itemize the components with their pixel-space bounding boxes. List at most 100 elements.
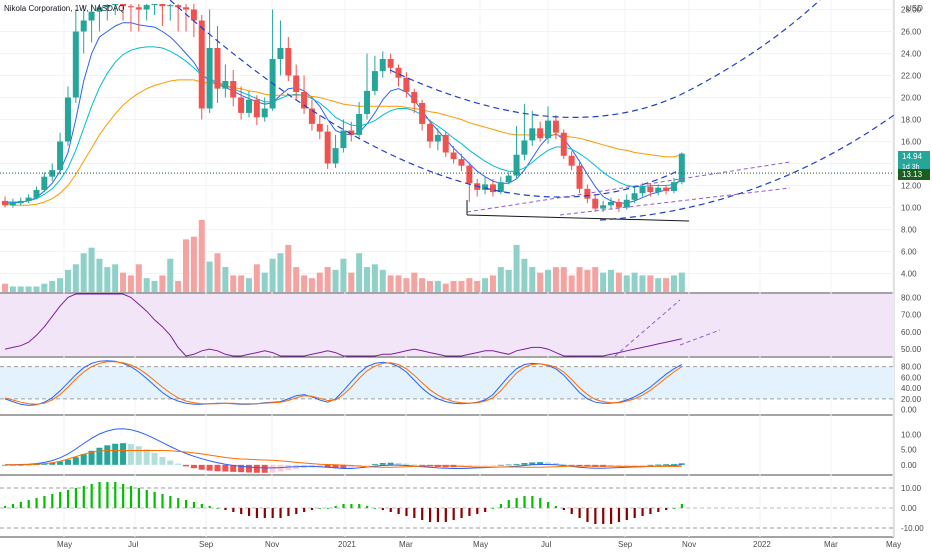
oscillator-bar (405, 508, 408, 516)
volume-bar (2, 283, 8, 292)
candle (529, 110, 536, 146)
volume-bar (655, 278, 662, 292)
oscillator-bar (208, 506, 211, 508)
oscillator-bar (334, 506, 337, 508)
candle-body (167, 5, 174, 7)
oscillator-bar (114, 482, 117, 508)
candle (222, 64, 229, 98)
candle-body (489, 184, 496, 193)
candle-body (96, 7, 103, 12)
oscillator-bar (491, 508, 495, 509)
candle (450, 145, 457, 164)
volume-bar (104, 267, 111, 292)
candle-body (245, 99, 252, 113)
volume-bar (631, 272, 638, 292)
oscillator-bar (507, 500, 510, 508)
macd-histogram-bar (72, 457, 79, 465)
candle-body (49, 170, 56, 177)
candle (206, 9, 213, 113)
oscillator-bar (617, 508, 621, 522)
macd-histogram-bar (663, 464, 670, 466)
stochastic-tick-label: 40.00 (901, 384, 922, 393)
oscillator-bar (436, 508, 440, 522)
candle-body (442, 134, 449, 153)
indicator-panels-layer (2, 293, 685, 524)
volume-bar (293, 267, 300, 292)
candle-body (285, 48, 292, 76)
oscillator-bar (649, 508, 652, 514)
volume-bar (332, 269, 339, 292)
candle (41, 172, 48, 193)
macd-histogram-bar (545, 462, 552, 465)
candle (670, 177, 677, 194)
volume-bar (127, 275, 134, 292)
currency-label: USD (906, 4, 923, 13)
volume-bar (316, 272, 323, 292)
candle-body (505, 175, 512, 183)
candle (17, 197, 24, 206)
candle (505, 172, 512, 185)
macd-histogram-bar (112, 443, 119, 465)
level-price-badge: 13.13 (898, 169, 930, 180)
candle-body (466, 165, 473, 184)
volume-bar (450, 280, 457, 292)
stochastic-tick-label: 0.00 (901, 406, 917, 415)
candle-body (175, 5, 182, 8)
oscillator-bar (625, 508, 628, 520)
candle-body (560, 132, 567, 156)
oscillator-bar (397, 508, 400, 514)
candle-body (159, 4, 166, 7)
candle-body (663, 187, 670, 191)
candle-body (529, 128, 536, 141)
oscillator-bar (602, 508, 605, 524)
oscillator-bar (66, 490, 70, 508)
volume-bar (238, 275, 245, 292)
volume-bar (663, 278, 670, 292)
price-tick-label: 4.00 (901, 270, 917, 279)
oscillator-bar (145, 490, 148, 508)
candle-body (127, 6, 134, 8)
volume-bar (584, 269, 591, 292)
macd-histogram-bar (379, 463, 386, 465)
rsi-tick-label: 50.00 (901, 345, 922, 354)
oscillator-bar (240, 508, 243, 514)
candle (49, 163, 56, 182)
volume-bar (348, 272, 355, 292)
candle-body (552, 120, 559, 133)
candle-body (403, 77, 410, 92)
price-tick-label: 12.00 (901, 182, 922, 191)
oscillator-bar (452, 508, 455, 520)
volume-bar (190, 236, 197, 292)
oscillator-bar (672, 508, 676, 509)
macd-histogram-bar (175, 463, 182, 465)
volume-bar (505, 269, 512, 292)
volume-bar (403, 278, 410, 292)
candle (104, 4, 111, 21)
candle-layer (2, 4, 685, 212)
candle-body (458, 159, 465, 166)
candle-body (631, 193, 638, 200)
price-tick-label: 6.00 (901, 248, 917, 257)
price-tick-label: 26.00 (901, 28, 922, 37)
oscillator-bar (326, 508, 329, 509)
candle-body (513, 154, 520, 176)
volume-bar (9, 286, 16, 292)
volume-bar (96, 258, 103, 292)
candle (143, 4, 150, 21)
candle (466, 162, 473, 202)
price-tick-label: 18.00 (901, 116, 922, 125)
candle-body (348, 130, 355, 135)
volume-bar (647, 275, 654, 292)
oscillator-bar (247, 508, 251, 516)
macd-histogram-bar (521, 463, 528, 465)
volume-bar (198, 220, 205, 292)
macd-histogram-bar (238, 464, 245, 473)
macd-histogram-bar (222, 464, 229, 472)
macd-histogram-bar (482, 464, 489, 466)
volume-bar (670, 275, 677, 292)
macd-histogram-bar (159, 456, 166, 465)
candle (497, 176, 504, 195)
candle (411, 88, 418, 113)
candle-body (64, 97, 71, 142)
volume-bar (474, 280, 481, 292)
